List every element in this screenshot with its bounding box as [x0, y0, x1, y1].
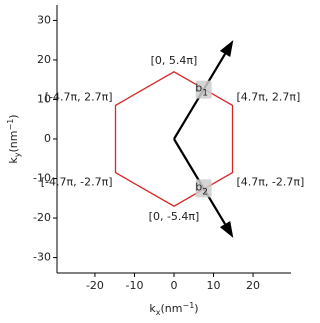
- y-tick-label: 30: [37, 13, 51, 26]
- y-tick-label: 10: [37, 92, 51, 105]
- vector-label: b1: [195, 82, 208, 99]
- vertex-label: [4.7π, -2.7π]: [237, 176, 305, 189]
- vertex-label: [-4.7π, 2.7π]: [45, 90, 113, 103]
- y-tick-label: -20: [33, 211, 51, 224]
- vector-label-base: b: [195, 82, 202, 95]
- y-label-sup: −1: [6, 119, 15, 131]
- vector-label-bg: [195, 179, 212, 198]
- x-label-base: k: [149, 302, 156, 315]
- x-label-unit: (nm: [161, 302, 183, 315]
- vector-label-sub: 1: [202, 88, 208, 98]
- vector-label-sub: 2: [202, 187, 208, 197]
- x-label-end: ): [194, 302, 198, 315]
- x-tick-label: -10: [125, 279, 143, 292]
- x-tick-label: 0: [171, 279, 178, 292]
- y-label-end: ): [7, 114, 20, 118]
- vector-label: b2: [195, 180, 208, 197]
- vector-head: [219, 40, 234, 57]
- y-label-sub: y: [13, 152, 22, 157]
- chart: kx(nm−1) ky(nm−1) -20 -10 0 10 20-30-20-1001…: [6, 5, 305, 317]
- vertex-label: [0, -5.4π]: [149, 210, 200, 223]
- y-axis-label: ky(nm−1): [6, 114, 22, 163]
- x-tick-label: 10: [207, 279, 221, 292]
- y-label-base: k: [7, 157, 20, 164]
- x-label-sub: x: [156, 308, 161, 317]
- y-tick-label: -10: [33, 172, 51, 185]
- x-tick-label: 20: [246, 279, 260, 292]
- x-tick-label: -20: [86, 279, 104, 292]
- vertex-label: [4.7π, 2.7π]: [237, 90, 301, 103]
- y-tick-label: 0: [44, 132, 51, 145]
- x-axis-label: kx(nm−1): [149, 301, 198, 317]
- vertex-label: [0, 5.4π]: [151, 54, 198, 67]
- y-tick-label: -30: [33, 251, 51, 264]
- y-label-unit: (nm: [7, 131, 20, 153]
- vertex-label: [-4.7π, -2.7π]: [41, 176, 113, 189]
- vector-label-bg: [195, 80, 212, 99]
- vector-head: [219, 221, 234, 238]
- vector-label-base: b: [195, 180, 202, 193]
- x-label-sup: −1: [183, 301, 195, 310]
- y-tick-label: 20: [37, 53, 51, 66]
- hexagon-line: [114, 71, 234, 207]
